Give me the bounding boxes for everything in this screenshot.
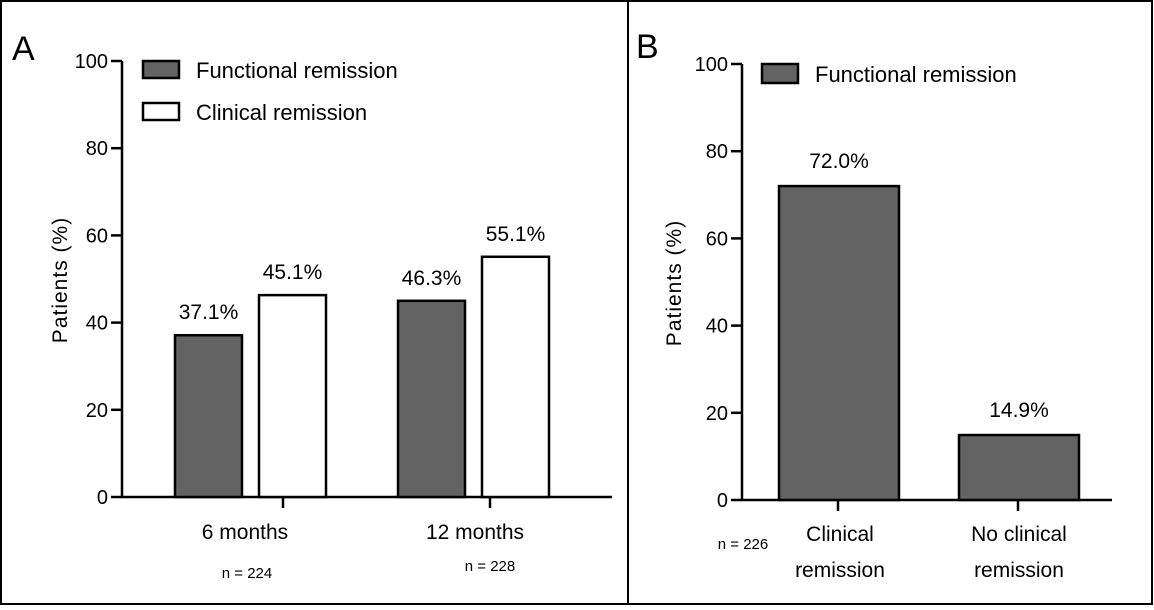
panel-b-legend: Functional remission	[760, 62, 1017, 87]
legend-label-functional: Functional remission	[815, 62, 1017, 87]
panel-b-category-label-line2: remission	[795, 559, 885, 582]
panel-b: B Patients (%) 0 20 40 60 80 100 72.0% 14.9% F…	[636, 28, 1112, 582]
panel-a-letter: A	[12, 30, 35, 68]
y-tick-label: 60	[86, 225, 108, 247]
panel-b-sample-size: n = 226	[718, 536, 768, 553]
panel-b-category-label-line1: Clinical	[806, 523, 874, 546]
y-tick-label: 60	[706, 228, 728, 250]
panel-a-category-label: 6 months	[202, 521, 288, 544]
y-tick-label: 40	[706, 316, 728, 338]
bar-value-label: 14.9%	[989, 399, 1049, 422]
y-tick-label: 0	[717, 490, 728, 512]
panel-b-y-axis-title: Patients (%)	[663, 220, 686, 346]
panel-b-bars: 72.0% 14.9%	[777, 150, 1081, 502]
bar-value-label: 45.1%	[263, 261, 323, 284]
y-tick-label: 40	[86, 313, 108, 335]
y-tick-label: 100	[75, 51, 108, 73]
panel-b-category-label-line1: No clinical	[971, 523, 1067, 546]
bar-value-label: 37.1%	[179, 301, 239, 324]
panel-a-y-ticks: 0 20 40 60 80 100	[75, 51, 122, 509]
y-tick-label: 80	[706, 141, 728, 163]
panel-a-y-axis-title: Patients (%)	[49, 217, 72, 343]
panel-a-category-label: 12 months	[426, 521, 524, 544]
bar-value-label: 55.1%	[486, 223, 546, 246]
y-tick-label: 20	[86, 400, 108, 422]
y-tick-label: 100	[695, 54, 728, 76]
bar	[396, 299, 467, 499]
bar	[957, 433, 1081, 502]
bar	[777, 184, 901, 502]
panel-b-y-ticks: 0 20 40 60 80 100	[695, 54, 742, 512]
panel-a-bars: 37.1% 45.1% 46.3% 55.1%	[173, 223, 551, 499]
panel-b-letter: B	[636, 28, 659, 66]
legend-label-clinical: Clinical remission	[196, 100, 367, 125]
bar	[480, 255, 551, 499]
legend-label-functional: Functional remission	[196, 58, 398, 83]
bar-value-label: 72.0%	[809, 150, 869, 173]
panel-a: A Patients (%) 0 20 40 60 80 100 37.1% 45.1% 46…	[12, 30, 612, 582]
panel-a-sample-size: n = 224	[222, 565, 272, 582]
panel-b-category-label-line2: remission	[974, 559, 1064, 582]
bar	[257, 293, 328, 499]
panel-a-sample-size: n = 228	[465, 558, 515, 575]
legend-swatch-clinical	[141, 101, 181, 122]
bar-value-label: 46.3%	[402, 267, 462, 290]
legend-swatch-functional	[760, 62, 800, 85]
bar	[173, 333, 244, 499]
panel-a-legend: Functional remission Clinical remission	[141, 58, 398, 125]
y-tick-label: 80	[86, 138, 108, 160]
y-tick-label: 0	[97, 487, 108, 509]
legend-swatch-functional	[141, 59, 181, 80]
y-tick-label: 20	[706, 403, 728, 425]
